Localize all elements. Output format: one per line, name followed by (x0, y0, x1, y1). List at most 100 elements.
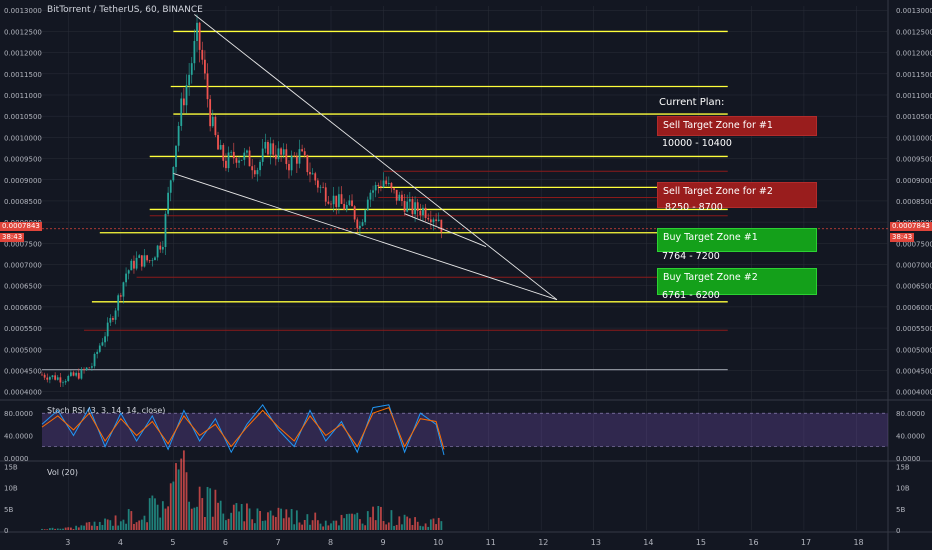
buy-zone-1[interactable]: Buy Target Zone #1 (657, 228, 817, 252)
candle-body (398, 194, 401, 201)
volume-bar (364, 525, 367, 530)
candle-body (83, 369, 85, 370)
candle-body (48, 377, 51, 380)
sell-zone-1[interactable]: Sell Target Zone for #1 (657, 116, 817, 136)
candle-body (154, 257, 156, 261)
volume-bar (293, 524, 296, 530)
candle-body (98, 345, 101, 352)
candle-body (437, 219, 440, 221)
candle-body (196, 22, 198, 42)
volume-bar (274, 516, 277, 530)
candle-body (240, 159, 243, 161)
volume-bar (75, 525, 78, 530)
candle-body (369, 192, 372, 200)
candle-body (259, 161, 261, 171)
candle-body (403, 200, 406, 212)
candle-body (148, 260, 151, 262)
candle-body (382, 180, 385, 188)
x-tick-label: 6 (223, 538, 228, 547)
y-tick-label-left: 0.0012500 (4, 28, 42, 36)
candle-body (164, 213, 167, 247)
y-tick-label-right: 0.0010500 (896, 113, 932, 121)
y-tick-label-right: 0.0004500 (896, 367, 932, 375)
volume-bar (122, 519, 125, 530)
candle-body (227, 152, 230, 169)
candle-body (432, 219, 435, 223)
candle-body (41, 374, 43, 376)
candle-body (256, 170, 259, 175)
stoch-band (42, 413, 888, 447)
candle-body (159, 245, 162, 250)
candle-body (169, 180, 172, 193)
volume-bar (285, 509, 288, 530)
candle-body (88, 367, 91, 369)
candle-body (185, 85, 188, 106)
volume-bar (56, 528, 59, 530)
buy-zone-2-range: 6761 - 6200 (662, 290, 720, 301)
buy-zone-2[interactable]: Buy Target Zone #2 (657, 268, 817, 295)
candle-body (133, 260, 135, 269)
candle-body (75, 372, 78, 376)
y-tick-label-left: 0.0006500 (4, 283, 42, 291)
volume-bar (277, 507, 280, 530)
y-tick-label-right: 0.0009000 (896, 177, 932, 185)
candle-body (282, 149, 285, 155)
volume-bar (159, 517, 162, 530)
candle-body (127, 270, 130, 274)
volume-bar (70, 527, 72, 530)
volume-bar (311, 520, 314, 530)
volume-bar (101, 524, 104, 530)
volume-bar (240, 503, 243, 530)
plan-title: Current Plan: (659, 97, 725, 108)
candle-body (130, 260, 133, 271)
volume-bar (175, 463, 177, 530)
candle-body (101, 342, 104, 346)
y-tick-label-left: 0.0009000 (4, 177, 42, 185)
candle-body (112, 318, 114, 320)
candle-body (248, 150, 251, 167)
volume-bar (424, 523, 427, 530)
volume-bar (303, 519, 306, 530)
candle-body (70, 372, 72, 376)
candle-body (324, 187, 327, 202)
volume-bar (377, 505, 380, 530)
candle-body (261, 148, 264, 162)
volume-bar (198, 486, 201, 530)
volume-bar (140, 519, 143, 530)
volume-bar (190, 508, 193, 530)
volume-bar (316, 520, 319, 530)
volume-bar (429, 519, 432, 530)
volume-bar (203, 516, 206, 530)
volume-bar (243, 521, 246, 530)
stoch-rsi-pane (41, 403, 888, 456)
volume-bar (259, 511, 261, 530)
candle-body (377, 185, 380, 187)
x-tick-label: 9 (381, 538, 386, 547)
candle-body (93, 353, 96, 367)
volume-bar (64, 527, 67, 530)
volume-bar (104, 518, 106, 530)
candle-body (306, 155, 309, 173)
trendline (194, 14, 558, 301)
candle-body (96, 351, 99, 354)
candle-body (327, 201, 330, 204)
y-tick-label-left: 0.0008500 (4, 198, 42, 206)
trendlines[interactable] (173, 14, 558, 301)
volume-bar (206, 486, 209, 530)
volume-bar (91, 525, 93, 530)
stoch-tick-left: 80.0000 (4, 410, 33, 418)
y-tick-label-left: 0.0010000 (4, 134, 42, 142)
volume-bar (343, 518, 346, 530)
candle-body (51, 375, 54, 378)
candle-body (288, 163, 290, 171)
sell-zone-2[interactable]: Sell Target Zone for #2 (657, 182, 817, 208)
candle-body (277, 148, 280, 160)
candles (41, 14, 443, 387)
candle-body (424, 207, 427, 218)
volume-bar (432, 518, 435, 530)
x-tick-label: 10 (433, 538, 443, 547)
vol-tick-right: 0 (896, 527, 900, 535)
y-tick-label-left: 0.0004500 (4, 367, 42, 375)
volume-bar (403, 514, 406, 530)
